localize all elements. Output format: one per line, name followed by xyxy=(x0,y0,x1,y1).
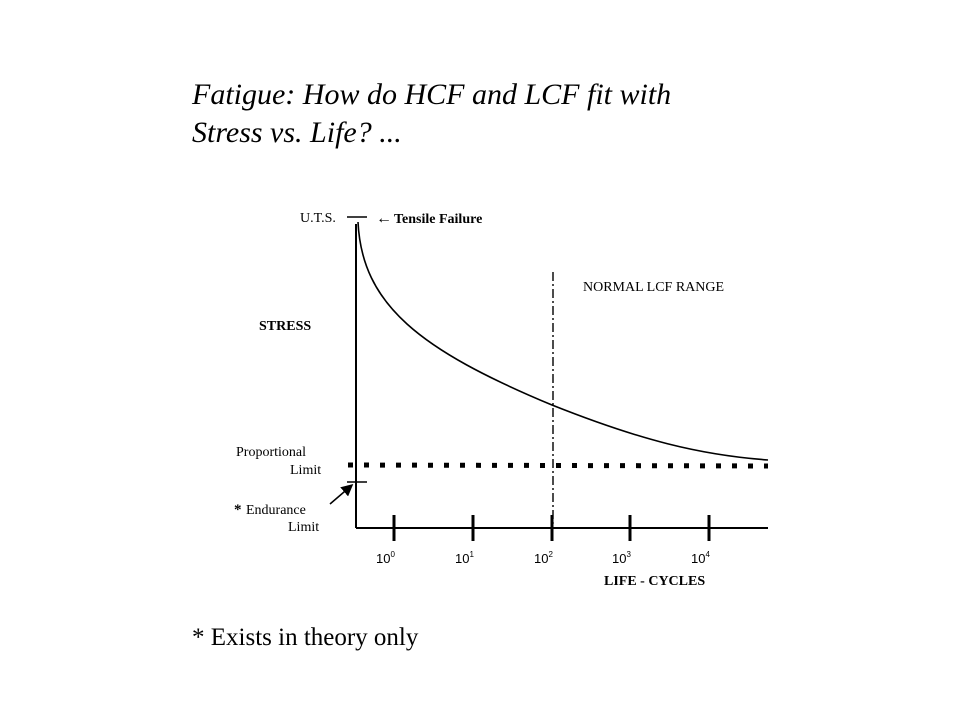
footnote: * Exists in theory only xyxy=(192,624,419,651)
title-line-1: Fatigue: How do HCF and LCF fit with xyxy=(192,78,672,111)
x-tick-label-2: 102 xyxy=(534,550,553,566)
uts-label: U.T.S. xyxy=(300,211,336,226)
tensile-failure-label: Tensile Failure xyxy=(394,212,482,227)
proportional-limit-label-2: Limit xyxy=(290,463,321,478)
title-line-2: Stress vs. Life? ... xyxy=(192,116,402,149)
x-tick-label-1: 101 xyxy=(455,550,474,566)
y-axis-label: STRESS xyxy=(259,319,311,334)
slide-title: Fatigue: How do HCF and LCF fit with Str… xyxy=(192,76,892,152)
proportional-limit-line xyxy=(347,462,769,469)
lcf-range-label: NORMAL LCF RANGE xyxy=(583,280,724,295)
x-axis-label: LIFE - CYCLES xyxy=(604,574,705,589)
x-tick-labels: 100 101 102 103 104 xyxy=(376,550,710,566)
endurance-limit-star: * xyxy=(234,502,242,518)
x-tick-label-4: 104 xyxy=(691,550,710,566)
tensile-failure-arrow: ← xyxy=(376,210,392,227)
x-tick-label-0: 100 xyxy=(376,550,395,566)
endurance-limit-label-1: Endurance xyxy=(246,503,306,518)
endurance-limit-label-2: Limit xyxy=(288,520,319,535)
x-axis-ticks xyxy=(392,515,711,541)
endurance-arrow xyxy=(329,484,354,505)
stress-life-curve xyxy=(357,221,769,461)
x-tick-label-3: 103 xyxy=(612,550,631,566)
proportional-limit-label-1: Proportional xyxy=(236,445,306,460)
